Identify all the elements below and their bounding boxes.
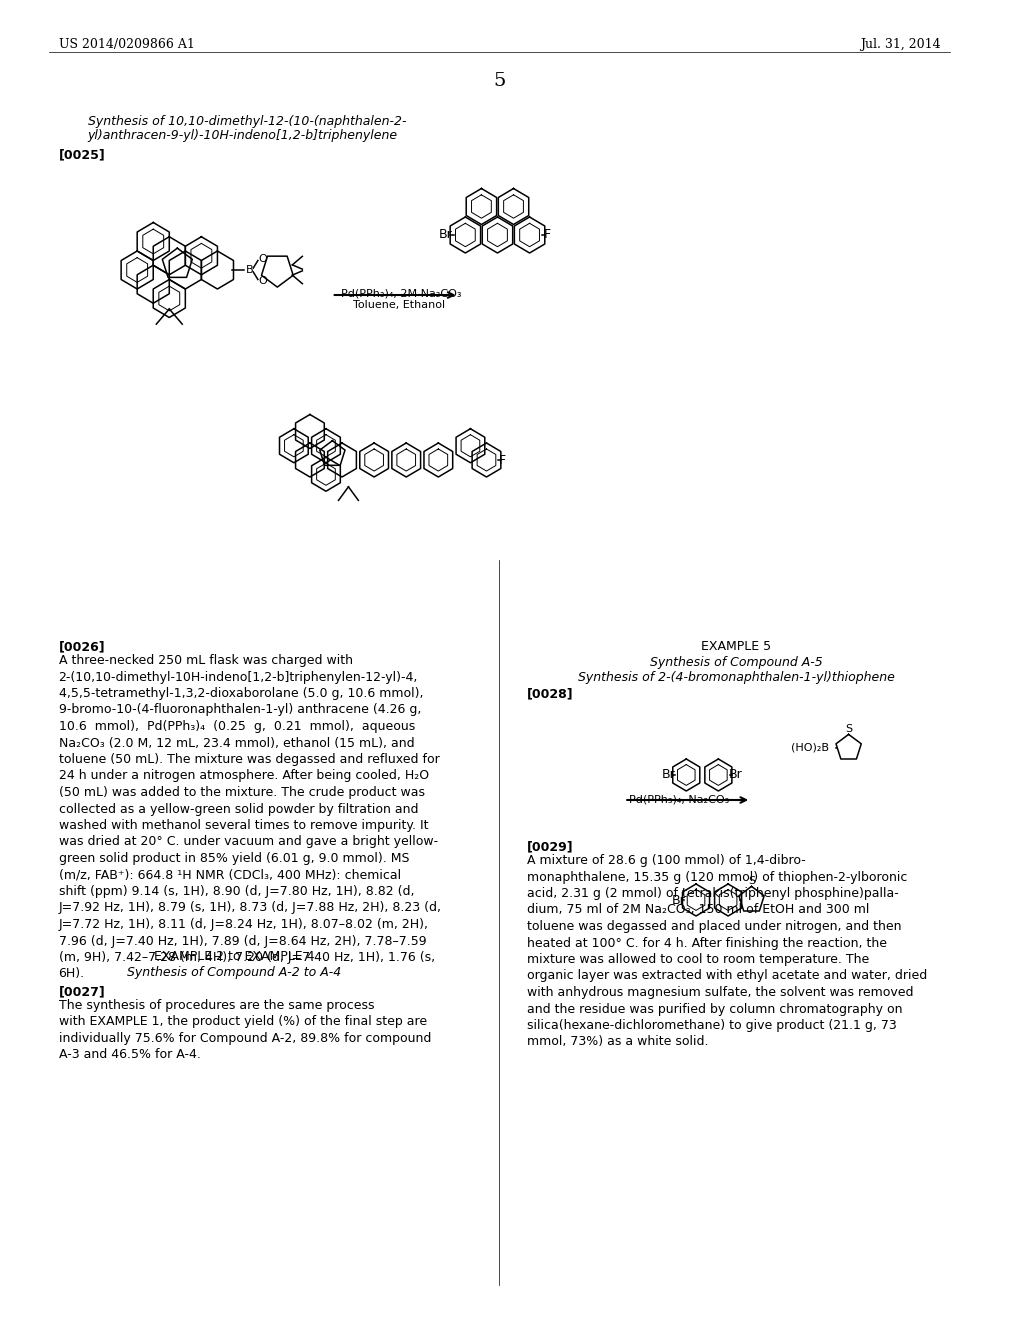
Text: Jul. 31, 2014: Jul. 31, 2014 [860, 38, 940, 51]
Text: O: O [258, 253, 267, 264]
Text: [0025]: [0025] [58, 148, 105, 161]
Text: 5: 5 [494, 73, 506, 90]
Text: [0028]: [0028] [526, 686, 573, 700]
Text: A three-necked 250 mL flask was charged with
2-(10,10-dimethyl-10H-indeno[1,2-b]: A three-necked 250 mL flask was charged … [58, 653, 441, 981]
Text: EXAMPLE 5: EXAMPLE 5 [701, 640, 771, 653]
Text: [0026]: [0026] [58, 640, 105, 653]
Text: EXAMPLE 2 to EXAMPLE 4: EXAMPLE 2 to EXAMPLE 4 [154, 950, 314, 964]
Text: Br: Br [672, 894, 686, 907]
Text: Synthesis of Compound A-2 to A-4: Synthesis of Compound A-2 to A-4 [127, 966, 341, 979]
Text: [0027]: [0027] [58, 985, 105, 998]
Text: F: F [499, 454, 506, 466]
Text: F: F [544, 228, 551, 242]
Text: Synthesis of 2-(4-bromonaphthalen-1-yl)thiophene: Synthesis of 2-(4-bromonaphthalen-1-yl)t… [578, 671, 895, 684]
Text: [0029]: [0029] [526, 840, 573, 853]
Text: B: B [246, 265, 253, 275]
Text: Br: Br [439, 228, 453, 242]
Text: US 2014/0209866 A1: US 2014/0209866 A1 [58, 38, 195, 51]
Text: S: S [748, 876, 755, 887]
Text: Toluene, Ethanol: Toluene, Ethanol [353, 300, 445, 310]
Text: A mixture of 28.6 g (100 mmol) of 1,4-dibro-
monaphthalene, 15.35 g (120 mmol) o: A mixture of 28.6 g (100 mmol) of 1,4-di… [526, 854, 927, 1048]
Text: Pd(PPh₃)₄, Na₂CO₃: Pd(PPh₃)₄, Na₂CO₃ [629, 795, 729, 804]
Text: The synthesis of procedures are the same process
with EXAMPLE 1, the product yie: The synthesis of procedures are the same… [58, 999, 431, 1061]
Text: Pd(PPh₃)₄, 2M Na₂CO₃: Pd(PPh₃)₄, 2M Na₂CO₃ [341, 288, 462, 298]
Text: S: S [845, 725, 852, 734]
Text: yl)anthracen-9-yl)-10H-indeno[1,2-b]triphenylene: yl)anthracen-9-yl)-10H-indeno[1,2-b]trip… [88, 129, 398, 143]
Text: O: O [258, 276, 267, 286]
Text: Br: Br [729, 768, 742, 781]
Text: Br: Br [663, 768, 676, 781]
Text: Synthesis of Compound A-5: Synthesis of Compound A-5 [650, 656, 823, 669]
Text: Synthesis of 10,10-dimethyl-12-(10-(naphthalen-2-: Synthesis of 10,10-dimethyl-12-(10-(naph… [88, 115, 407, 128]
Text: (HO)₂B: (HO)₂B [791, 743, 828, 752]
